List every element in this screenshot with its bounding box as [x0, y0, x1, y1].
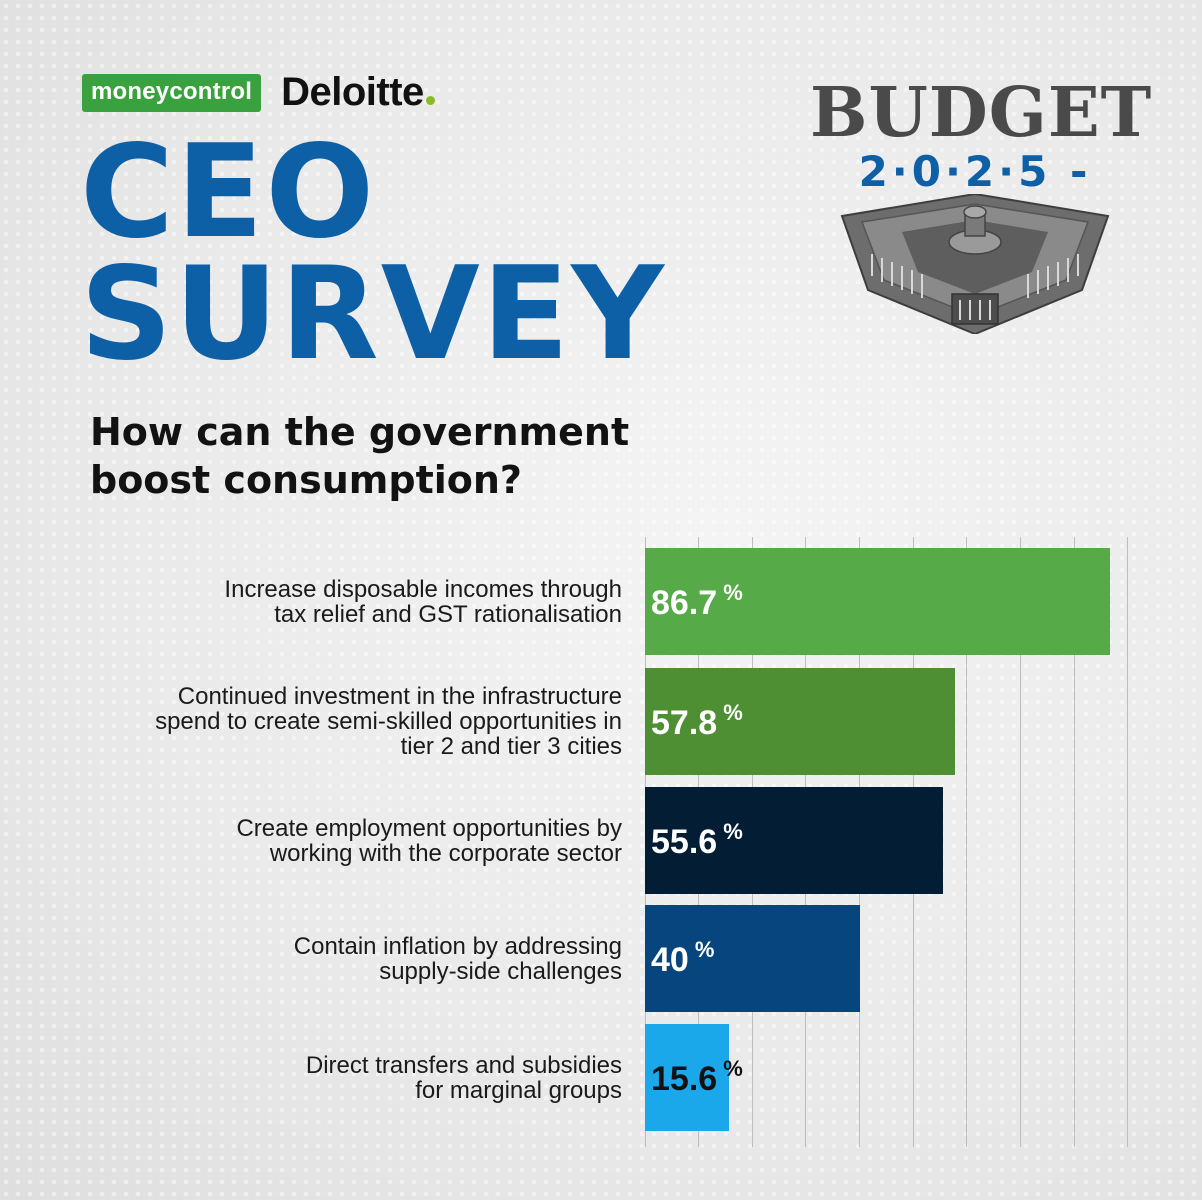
bar-category-label-line: spend to create semi-skilled opportuniti…: [155, 708, 622, 735]
bar-category-label-line: tier 2 and tier 3 cities: [400, 733, 622, 760]
bar: [645, 548, 1110, 655]
bar: [645, 1024, 729, 1131]
deloitte-dot-icon: [425, 96, 435, 105]
brand-logos: moneycontrol Deloitte: [82, 70, 435, 115]
bar-category-label-line: Increase disposable incomes through: [224, 575, 622, 603]
bar-category-label: Increase disposable incomes through tax r…: [62, 577, 622, 627]
bar-value-label: 57.8%: [651, 700, 743, 743]
bar-value-number: 86.7: [651, 584, 718, 622]
bar-category-label: Contain inflation by addressing supply-si…: [62, 934, 622, 984]
bar-value-unit: %: [723, 580, 743, 605]
bar-value-unit: %: [723, 700, 743, 725]
bar-value-unit: %: [723, 1056, 743, 1081]
budget-badge: BUDGET 2·0·2·5 - 2·6: [810, 73, 1153, 340]
bar-value-number: 40: [651, 941, 689, 979]
headline-line1: CEO: [80, 118, 377, 267]
gridline: [966, 537, 968, 1147]
bar-category-label-line: Create employment opportunities by: [236, 814, 622, 842]
bar-category-label-line: Direct transfers and subsidies: [305, 1051, 622, 1079]
bar-value-label: 40%: [651, 937, 714, 980]
gridline: [1127, 537, 1129, 1147]
bar-value-label: 86.7%: [651, 580, 743, 623]
badge-title: BUDGET: [810, 73, 1153, 153]
headline: CEO SURVEY: [80, 129, 666, 379]
bar-category-label-line: tax relief and GST rationalisation: [274, 600, 622, 628]
moneycontrol-logo-part2: control: [169, 77, 253, 105]
bar: [645, 787, 944, 894]
gridline: [1073, 537, 1075, 1147]
bar: [645, 905, 860, 1012]
bar: [645, 668, 955, 775]
deloitte-logo-text: Deloitte: [281, 70, 424, 114]
bar-category-label: Continued investment in the infrastructu…: [62, 684, 622, 759]
bar-category-label-line: Continued investment in the infrastructu…: [177, 683, 622, 710]
chart-question: How can the government boost consumption…: [90, 410, 630, 502]
parliament-building-icon: [840, 194, 1110, 334]
bar-value-number: 55.6: [651, 823, 718, 861]
bar-category-label-line: working with the corporate sector: [269, 839, 622, 867]
moneycontrol-logo: moneycontrol: [82, 73, 262, 112]
bar-category-label: Direct transfers and subsidies for margin…: [62, 1053, 622, 1103]
bar-value-number: 15.6: [651, 1060, 718, 1098]
bar-value-label: 15.6%: [651, 1056, 743, 1099]
bar-category-label-line: Contain inflation by addressing: [293, 932, 622, 960]
headline-line2: SURVEY: [80, 240, 666, 389]
bar-value-unit: %: [694, 937, 715, 962]
gridline: [1019, 537, 1021, 1147]
deloitte-logo: Deloitte: [281, 70, 435, 115]
bar-category-label: Create employment opportunities by workin…: [62, 816, 622, 866]
bar-value-label: 55.6%: [651, 819, 743, 862]
bar-value-unit: %: [723, 819, 743, 844]
moneycontrol-logo-part1: money: [91, 77, 170, 105]
bar-category-label-line: supply-side challenges: [379, 957, 622, 985]
bar-category-label-line: for marginal groups: [415, 1076, 622, 1104]
bar-value-number: 57.8: [651, 704, 718, 742]
